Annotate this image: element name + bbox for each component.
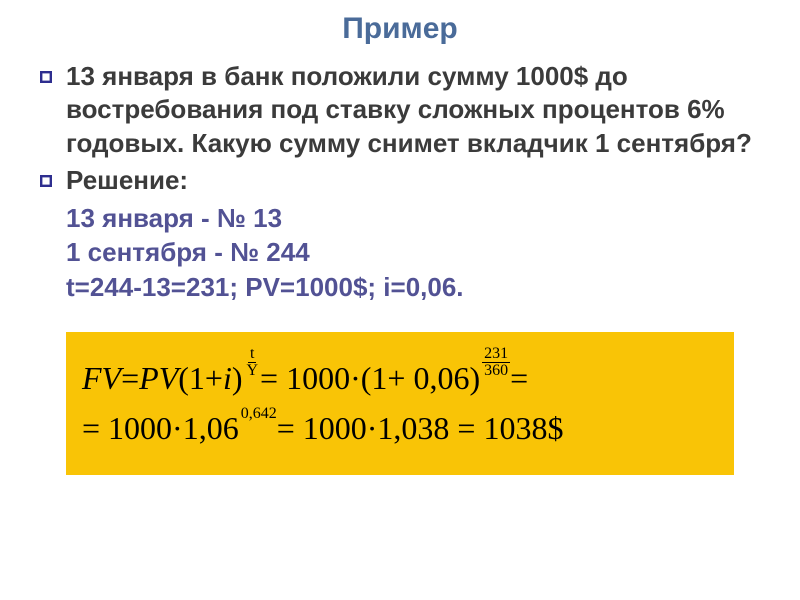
formula-text: PV: [139, 354, 178, 404]
formula-box: FV = PV (1 + i ) t Y = 1000·(1+ 0,06) 23…: [66, 332, 734, 475]
bullet-item: 13 января в банк положили сумму 1000$ до…: [40, 60, 760, 160]
square-bullet-icon: [40, 71, 52, 83]
solution-line: 13 января - № 13: [66, 201, 760, 235]
bullet-item: Решение:: [40, 164, 760, 197]
formula-text: ): [232, 354, 243, 404]
fraction: 231 360: [482, 346, 510, 381]
formula-line-1: FV = PV (1 + i ) t Y = 1000·(1+ 0,06) 23…: [82, 354, 718, 404]
fraction-numerator: 231: [482, 346, 510, 364]
fraction-denominator: Y: [244, 363, 260, 380]
formula-text: (1: [178, 354, 205, 404]
square-bullet-icon: [40, 175, 52, 187]
fraction-numerator: t: [248, 346, 256, 364]
formula-text: = 1000·(1+ 0,06): [260, 354, 480, 404]
formula-text: = 1000·1,038 = 1038$: [277, 404, 564, 454]
solution-line: 1 сентября - № 244: [66, 235, 760, 269]
formula-text: =: [510, 354, 528, 404]
formula-text: i: [223, 354, 232, 404]
bullet-text: 13 января в банк положили сумму 1000$ до…: [66, 60, 760, 160]
bullet-text: Решение:: [66, 164, 188, 197]
formula-text: = 1000·1,06: [82, 404, 239, 454]
slide-title: Пример: [40, 12, 760, 46]
formula-text: FV: [82, 354, 121, 404]
formula-line-2: = 1000·1,06 0,642 = 1000·1,038 = 1038$: [82, 404, 718, 454]
fraction: t Y: [244, 346, 260, 381]
formula-exponent: 0,642: [241, 402, 277, 427]
formula-text: =: [121, 354, 139, 404]
fraction-denominator: 360: [482, 363, 510, 380]
solution-line: t=244-13=231; PV=1000$; i=0,06.: [66, 270, 760, 304]
formula-text: +: [205, 354, 223, 404]
